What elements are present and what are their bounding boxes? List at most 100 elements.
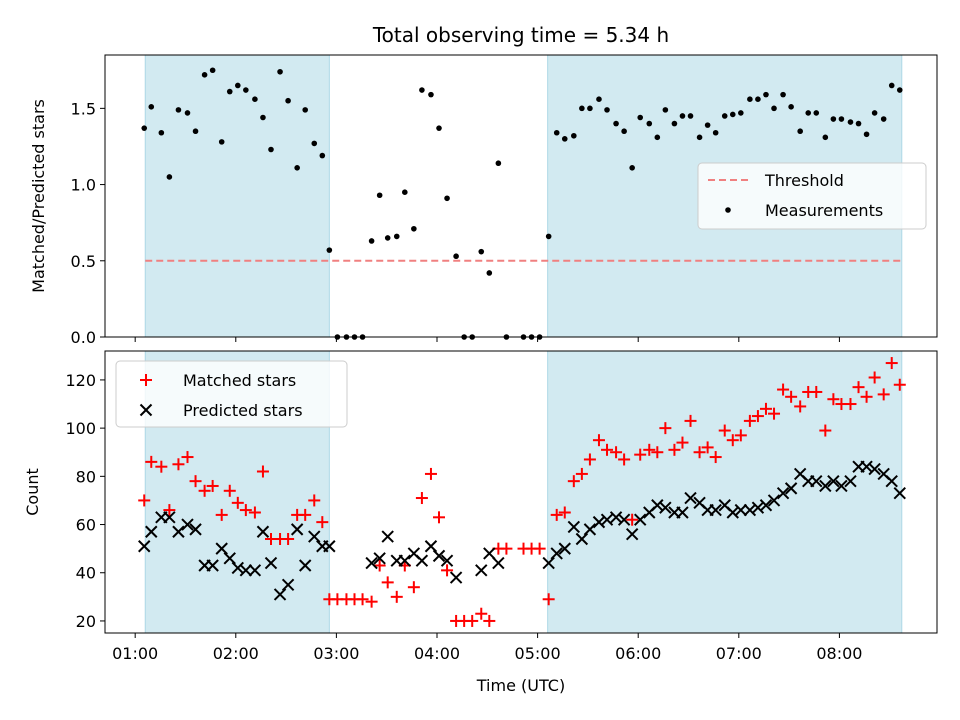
measurement-point — [402, 189, 408, 195]
cross-stroke-b — [709, 503, 722, 517]
cross-stroke-b — [676, 506, 689, 519]
measurement-point — [871, 110, 878, 116]
cross-stroke-b — [398, 554, 412, 567]
x-tick-label: 08:00 — [816, 644, 862, 663]
measurement-point — [192, 128, 199, 135]
measurement-point — [646, 120, 653, 127]
measurement-point — [234, 82, 241, 89]
predicted-star-marker — [827, 474, 840, 488]
ratio-plot-frame — [104, 54, 938, 338]
predicted-star-marker — [298, 559, 312, 572]
measurement-point — [863, 131, 870, 138]
predicted-star-marker — [819, 479, 832, 493]
matched-star-marker — [668, 443, 681, 456]
cross-stroke-b — [684, 491, 697, 505]
predicted-star-marker — [676, 506, 689, 519]
predicted-star-marker — [264, 556, 278, 570]
count-panel: 20 40 60 80 100 120 01:00 02:00 03:00 04:00 05:00… — [23, 350, 938, 695]
measurement-point — [696, 134, 703, 141]
matched-star-marker — [475, 607, 488, 620]
matched-star-marker — [693, 446, 706, 459]
measurement-point — [311, 140, 318, 147]
matched-star-marker — [868, 371, 881, 384]
cross-stroke-b — [550, 547, 563, 560]
measurement-point — [747, 96, 753, 103]
cross-stroke-b — [734, 503, 748, 517]
measurement-point — [687, 113, 694, 119]
cross-stroke-b — [415, 554, 429, 567]
measurement-point — [822, 134, 829, 141]
predicted-star-marker — [323, 540, 336, 553]
cross-stroke-b — [743, 503, 757, 517]
matched-star-marker — [768, 407, 781, 420]
measurement-point — [218, 139, 225, 145]
measurement-point — [419, 87, 425, 93]
measurement-point — [158, 129, 165, 136]
predicted-star-marker — [145, 525, 158, 538]
matched-star-marker — [239, 504, 252, 517]
matched-star-marker — [726, 434, 739, 447]
matched-star-marker — [189, 475, 202, 488]
measurement-point — [780, 91, 786, 98]
measurement-point — [888, 82, 895, 89]
cross-stroke-b — [424, 540, 438, 553]
matched-star-marker — [634, 448, 647, 461]
matched-star-marker — [592, 434, 605, 447]
matched-star-marker — [407, 581, 420, 594]
cross-stroke-b — [776, 486, 790, 500]
predicted-star-marker — [172, 525, 185, 538]
predicted-star-marker — [273, 588, 287, 601]
y-tick-label: 120 — [65, 371, 96, 390]
predicted-star-marker — [432, 549, 446, 563]
cross-stroke-b — [609, 511, 623, 524]
matched-star-marker — [172, 458, 185, 471]
legend-box — [115, 360, 348, 428]
predicted-star-marker — [726, 506, 739, 519]
predicted-star-marker — [709, 503, 722, 517]
x-tick-label: 04:00 — [414, 644, 460, 663]
predicted-star-marker — [381, 530, 394, 543]
predicted-star-marker — [634, 513, 647, 526]
cross-stroke-b — [163, 511, 176, 524]
predicted-star-marker — [651, 499, 664, 512]
cross-stroke-b — [651, 499, 664, 512]
matched-star-marker — [282, 533, 295, 545]
predicted-star-marker — [308, 530, 321, 543]
matched-star-marker — [415, 492, 428, 505]
matched-star-marker — [659, 422, 672, 435]
cross-stroke-b — [298, 559, 312, 572]
matched-star-marker — [441, 564, 454, 577]
measurement-point — [613, 120, 619, 127]
cross-stroke-b — [381, 530, 394, 543]
matched-star-marker — [163, 504, 176, 517]
x-tick-label: 06:00 — [615, 644, 661, 663]
matched-star-marker — [651, 446, 664, 459]
matched-star-marker — [852, 381, 865, 394]
predicted-star-marker — [189, 523, 202, 536]
cross-stroke-b — [726, 506, 739, 519]
matched-star-marker — [308, 494, 321, 507]
matched-star-marker — [819, 424, 832, 437]
measurement-point — [654, 134, 661, 141]
legend-measurements-label: Measurements — [765, 201, 883, 220]
predicted-star-marker — [231, 561, 245, 575]
matched-star-marker — [751, 410, 764, 423]
predicted-star-marker — [609, 511, 623, 524]
predicted-star-marker — [475, 564, 488, 577]
predicted-star-marker — [885, 474, 898, 488]
matched-star-marker — [231, 496, 244, 509]
measurement-point — [243, 87, 249, 93]
matched-star-marker — [181, 451, 194, 464]
matched-star-marker — [885, 357, 898, 370]
cross-stroke-b — [751, 501, 765, 514]
cross-stroke-b — [625, 527, 639, 541]
ratio-panel: 0.0 0.5 1.0 1.5 Total observing time = 5.34… — [29, 23, 938, 347]
predicted-star-marker — [550, 547, 563, 560]
cross-stroke-b — [231, 561, 245, 575]
matched-star-marker — [550, 508, 563, 521]
measurement-point — [141, 125, 148, 131]
cross-stroke-b — [659, 501, 672, 514]
predicted-star-marker — [558, 542, 571, 555]
predicted-star-marker — [163, 511, 176, 524]
predicted-star-marker — [751, 501, 765, 514]
